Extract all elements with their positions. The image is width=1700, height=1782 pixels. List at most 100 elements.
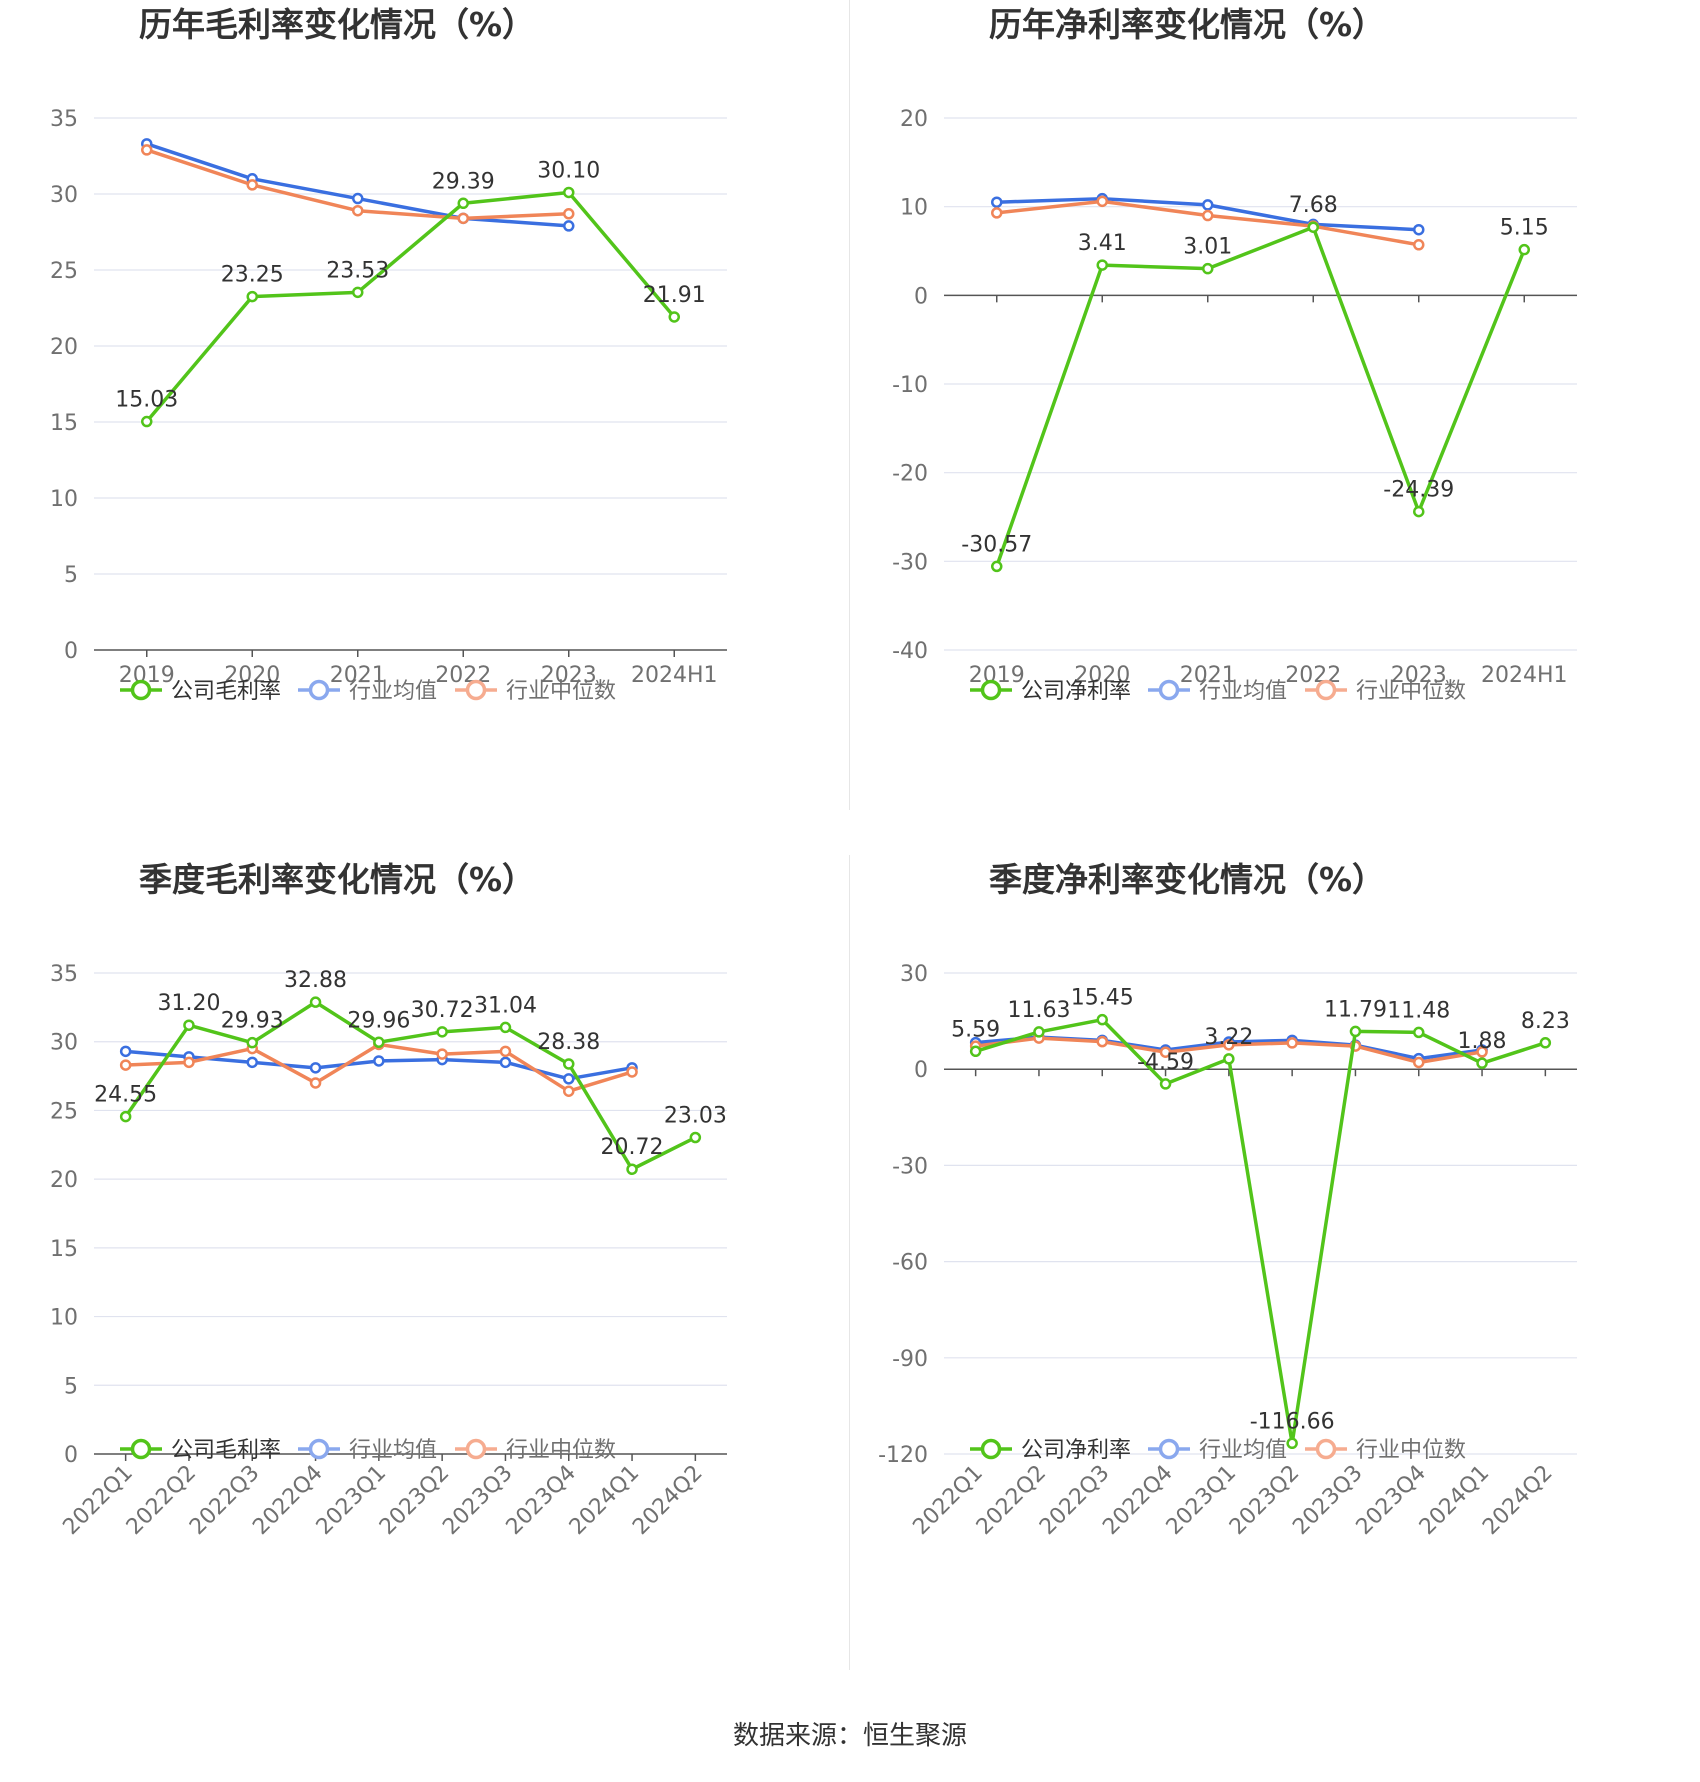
median-data-point[interactable]: [1202, 209, 1214, 222]
median-data-point[interactable]: [1223, 1039, 1235, 1051]
median-data-point[interactable]: [352, 204, 364, 217]
company-data-point[interactable]: [457, 197, 469, 210]
legend-avg[interactable]: 行业均值: [298, 1438, 437, 1463]
company-data-point[interactable]: [436, 1026, 448, 1038]
data-label: 29.93: [221, 1009, 284, 1034]
avg-data-point[interactable]: [373, 1055, 385, 1067]
median-data-point[interactable]: [1159, 1046, 1172, 1058]
company-data-point[interactable]: [668, 311, 680, 323]
median-data-point[interactable]: [1413, 1056, 1425, 1069]
data-label: 21.91: [643, 283, 706, 308]
company-data-point[interactable]: [246, 1036, 258, 1049]
company-data-point[interactable]: [1286, 1437, 1298, 1450]
company-data-point[interactable]: [626, 1163, 638, 1175]
company-data-point[interactable]: [373, 1036, 385, 1049]
avg-data-point[interactable]: [563, 220, 575, 232]
legend-marker: [980, 679, 1002, 701]
data-label: -116.66: [1250, 1409, 1335, 1434]
company-data-point[interactable]: [1096, 1013, 1108, 1026]
avg-data-point[interactable]: [1202, 199, 1214, 211]
company-data-point[interactable]: [1349, 1025, 1362, 1038]
data-label: 30.72: [411, 998, 474, 1023]
company-data-point[interactable]: [1202, 262, 1214, 275]
legend-label: 公司净利率: [1021, 1438, 1131, 1463]
data-label: 5.59: [951, 1017, 1000, 1042]
legend-avg[interactable]: 行业均值: [298, 679, 437, 704]
median-data-point[interactable]: [436, 1048, 448, 1060]
median-data-point[interactable]: [626, 1066, 638, 1078]
legend-median[interactable]: 行业中位数: [455, 1438, 616, 1463]
y-tick-label: 10: [900, 196, 928, 221]
top-divider: [849, 0, 850, 810]
x-tick-label: 2023Q2: [1225, 1461, 1304, 1540]
company-data-point[interactable]: [1223, 1053, 1235, 1065]
company-data-point[interactable]: [689, 1131, 702, 1144]
company-data-point[interactable]: [1413, 1026, 1425, 1039]
y-tick-label: 5: [64, 563, 78, 588]
median-data-point[interactable]: [141, 144, 153, 156]
median-data-point[interactable]: [563, 208, 575, 220]
median-data-point[interactable]: [246, 179, 258, 191]
median-data-point[interactable]: [1413, 239, 1425, 251]
y-tick-label: -40: [892, 639, 928, 664]
legend-company[interactable]: 公司毛利率: [120, 679, 281, 704]
company-data-point[interactable]: [1096, 259, 1108, 271]
company-data-point[interactable]: [991, 560, 1003, 573]
avg-data-point[interactable]: [352, 192, 364, 205]
avg-data-point[interactable]: [499, 1056, 512, 1069]
company-data-point[interactable]: [1518, 243, 1530, 256]
avg-data-point[interactable]: [309, 1062, 322, 1074]
annual-net-margin-chart: 历年净利率变化情况（%） -40 -30 -20 -10 0 10 20 2019 2020 202…: [850, 0, 1700, 850]
avg-data-point[interactable]: [563, 1073, 575, 1085]
company-data-point[interactable]: [183, 1019, 195, 1031]
median-data-point[interactable]: [1096, 195, 1108, 208]
company-data-point[interactable]: [1307, 221, 1319, 233]
company-data-point[interactable]: [1033, 1026, 1045, 1038]
median-data-point[interactable]: [499, 1045, 512, 1058]
legend-avg[interactable]: 行业均值: [1148, 1438, 1287, 1463]
company-data-point[interactable]: [499, 1021, 512, 1034]
median-data-point[interactable]: [991, 207, 1003, 219]
company-data-point[interactable]: [352, 286, 364, 299]
company-data-point[interactable]: [309, 996, 322, 1008]
company-data-point[interactable]: [969, 1045, 982, 1058]
company-data-point[interactable]: [563, 1058, 575, 1070]
legend-marker: [465, 1438, 487, 1460]
legend-label: 公司毛利率: [171, 1438, 281, 1463]
avg-data-point[interactable]: [991, 196, 1003, 208]
legend-avg[interactable]: 行业均值: [1148, 679, 1287, 704]
median-data-point[interactable]: [1476, 1046, 1488, 1058]
legend-company[interactable]: 公司毛利率: [120, 1438, 281, 1463]
data-label: 1.88: [1458, 1029, 1507, 1054]
y-tick-label: 25: [50, 259, 78, 284]
median-data-point[interactable]: [563, 1085, 575, 1097]
x-tick-label: 2022Q1: [58, 1461, 137, 1540]
company-data-point[interactable]: [563, 186, 575, 199]
company-data-point[interactable]: [246, 290, 258, 303]
avg-data-point[interactable]: [119, 1045, 132, 1058]
company-data-point[interactable]: [1539, 1037, 1552, 1049]
median-data-point[interactable]: [183, 1056, 195, 1069]
data-label: 11.63: [1007, 998, 1070, 1023]
company-data-point[interactable]: [1159, 1078, 1172, 1090]
median-data-point[interactable]: [1096, 1035, 1108, 1048]
median-data-point[interactable]: [457, 212, 469, 225]
y-tick-label: 20: [900, 107, 928, 132]
legend-company[interactable]: 公司净利率: [970, 679, 1131, 704]
avg-data-point[interactable]: [1413, 223, 1425, 236]
x-tick-label: 2022Q4: [1098, 1461, 1177, 1540]
median-data-point[interactable]: [1286, 1037, 1298, 1049]
legend-median[interactable]: 行业中位数: [1305, 679, 1466, 704]
data-label: -24.39: [1383, 478, 1454, 503]
company-data-point[interactable]: [119, 1110, 132, 1123]
legend-median[interactable]: 行业中位数: [455, 679, 616, 704]
legend-company[interactable]: 公司净利率: [970, 1438, 1131, 1463]
legend-median[interactable]: 行业中位数: [1305, 1438, 1466, 1463]
avg-data-point[interactable]: [246, 1056, 258, 1069]
y-tick-label: 20: [50, 1168, 78, 1193]
company-data-point[interactable]: [1413, 505, 1425, 518]
median-data-point[interactable]: [119, 1059, 132, 1071]
company-data-point[interactable]: [141, 415, 153, 428]
median-data-point[interactable]: [309, 1077, 322, 1089]
company-data-point[interactable]: [1476, 1057, 1488, 1069]
